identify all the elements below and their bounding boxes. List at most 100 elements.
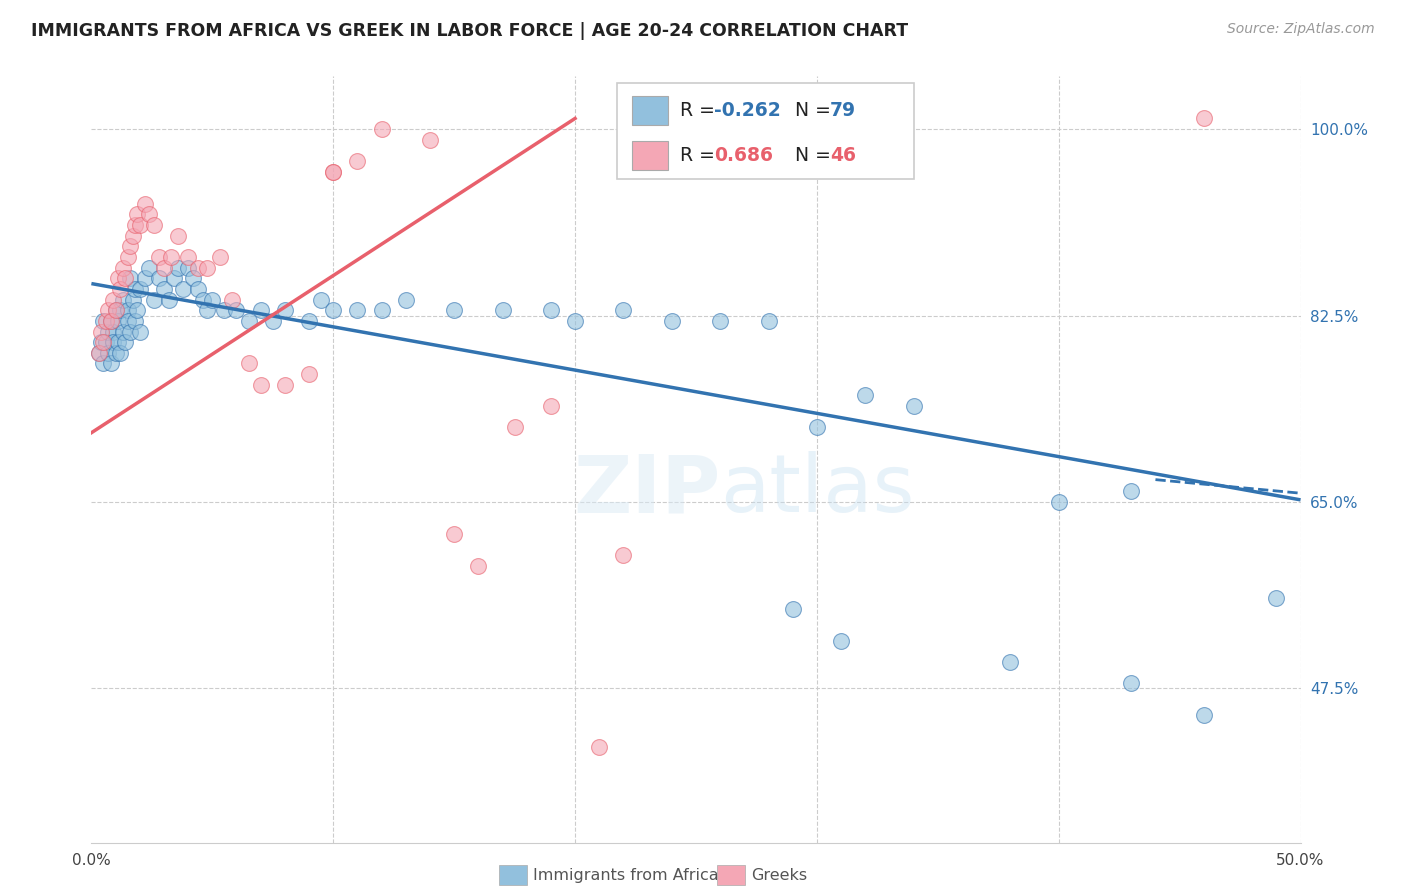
Text: Greeks: Greeks [751,869,807,883]
Point [93,335,115,350]
Point [443,527,465,541]
Point [124,282,146,296]
Point [87,346,110,360]
Point [120,271,142,285]
Point [162,271,184,285]
Point [187,260,209,275]
Point [540,303,562,318]
Point [208,250,231,264]
Point [97,325,120,339]
Point [104,303,127,318]
Point [121,228,143,243]
Point [167,260,190,275]
Text: ZIP: ZIP [572,451,720,529]
Point [221,293,243,307]
Point [853,388,876,402]
Point [101,335,124,350]
Point [117,303,139,318]
Text: atlas: atlas [720,451,914,529]
Point [128,282,150,296]
Point [395,293,418,307]
Point [153,282,176,296]
Point [104,346,127,360]
Text: 46: 46 [830,146,856,165]
Point [153,260,176,275]
Point [107,271,129,285]
Point [903,399,925,413]
Point [1047,495,1070,509]
Point [107,314,129,328]
Point [120,325,142,339]
Point [1121,484,1143,499]
Text: R =: R = [681,146,721,165]
Point [177,260,200,275]
Point [370,303,392,318]
Point [370,122,392,136]
Text: Immigrants from Africa: Immigrants from Africa [533,869,718,883]
Point [94,335,117,350]
Point [298,314,321,328]
Point [262,314,284,328]
Point [160,250,183,264]
Point [110,346,132,360]
Point [503,420,526,434]
Point [709,314,731,328]
Point [93,356,115,371]
Point [298,367,321,381]
Point [661,314,683,328]
Point [214,303,236,318]
Point [114,335,136,350]
Point [104,303,127,318]
Point [181,271,204,285]
Point [167,228,190,243]
Point [322,164,344,178]
Point [157,293,180,307]
Point [249,377,271,392]
Point [117,314,139,328]
Point [322,164,344,178]
Point [134,196,156,211]
Point [124,314,146,328]
Text: R =: R = [681,101,721,120]
Point [177,250,200,264]
Point [419,133,441,147]
Point [138,260,160,275]
Point [806,420,828,434]
Text: N =: N = [783,146,837,165]
FancyBboxPatch shape [617,84,914,179]
Point [274,303,297,318]
Point [110,282,132,296]
Point [107,335,129,350]
Point [1265,591,1288,605]
Text: 79: 79 [830,101,856,120]
Point [187,282,209,296]
Point [540,399,562,413]
Text: 0.686: 0.686 [714,146,773,165]
Point [238,314,260,328]
Point [148,271,170,285]
Point [346,303,368,318]
Point [111,260,134,275]
Text: IMMIGRANTS FROM AFRICA VS GREEK IN LABOR FORCE | AGE 20-24 CORRELATION CHART: IMMIGRANTS FROM AFRICA VS GREEK IN LABOR… [31,22,908,40]
Point [127,303,149,318]
Point [117,250,139,264]
Point [97,303,120,318]
Point [467,558,489,573]
Point [309,293,332,307]
Point [346,154,368,169]
Point [111,325,134,339]
Point [114,271,136,285]
Point [100,314,122,328]
Point [588,739,610,754]
Point [90,325,112,339]
Point [111,293,134,307]
Point [201,293,224,307]
Point [612,303,634,318]
Point [197,303,219,318]
Point [101,325,124,339]
Point [1192,708,1215,723]
Point [1192,112,1215,126]
Point [143,218,166,232]
Point [87,346,110,360]
Point [97,346,120,360]
